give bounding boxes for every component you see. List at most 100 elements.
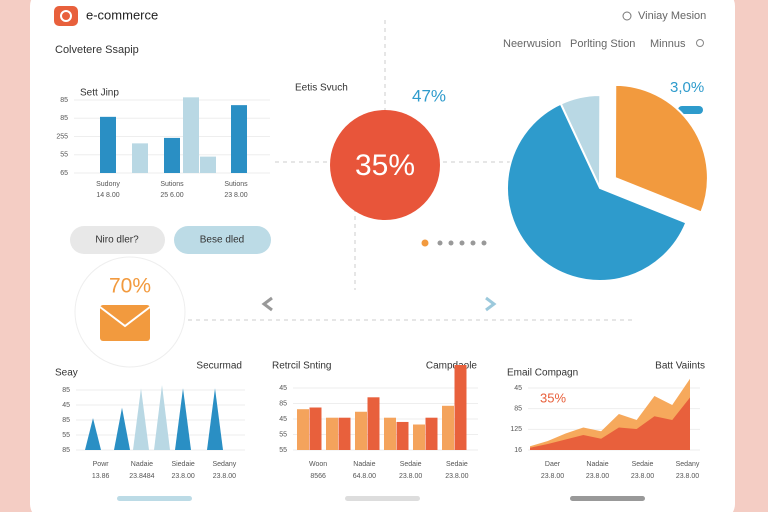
panel-title: Retrcil Snting bbox=[272, 361, 331, 372]
x-label: Siedaie bbox=[171, 461, 194, 468]
bar bbox=[425, 417, 438, 450]
y-tick-label: 85 bbox=[62, 447, 70, 454]
pie-label: 3,0% bbox=[670, 79, 704, 96]
x-sublabel: 23.8.00 bbox=[541, 473, 564, 480]
x-sublabel: 23.8.00 bbox=[676, 473, 699, 480]
bar bbox=[367, 397, 380, 450]
annotation: 35% bbox=[540, 390, 566, 405]
x-label: Sedaie bbox=[446, 461, 468, 468]
y-tick-label: 55 bbox=[279, 431, 287, 438]
panel-subtitle: Securmad bbox=[196, 361, 242, 372]
logo-ring bbox=[60, 10, 72, 22]
bar bbox=[164, 137, 180, 173]
nav-item[interactable]: Porlting Stion bbox=[570, 38, 635, 50]
bar bbox=[413, 424, 425, 450]
panel-title: Seay bbox=[55, 368, 78, 379]
dot bbox=[459, 240, 465, 246]
envelope bbox=[100, 305, 150, 341]
y-tick-label: 255 bbox=[56, 133, 68, 140]
scrollbar[interactable] bbox=[345, 496, 420, 501]
kpi-circle bbox=[330, 110, 440, 220]
y-tick-label: 65 bbox=[60, 170, 68, 177]
dot bbox=[481, 240, 487, 246]
arrow-left[interactable] bbox=[261, 296, 273, 312]
group-label: Sutions bbox=[160, 181, 184, 188]
x-sublabel: 23.8.00 bbox=[171, 473, 194, 480]
x-sublabel: 23.8.00 bbox=[445, 473, 468, 480]
button-label[interactable]: Niro dler? bbox=[95, 235, 139, 246]
center-label: Eetis Svuch bbox=[295, 83, 348, 94]
user-icon[interactable] bbox=[622, 11, 632, 21]
group-label: Sutions bbox=[224, 181, 248, 188]
arrow-right[interactable] bbox=[485, 296, 497, 312]
y-tick-label: 55 bbox=[279, 447, 287, 454]
x-label: Woon bbox=[309, 461, 327, 468]
y-tick-label: 45 bbox=[62, 402, 70, 409]
x-label: Nadaie bbox=[131, 461, 153, 468]
bar bbox=[132, 143, 148, 173]
scrollbar[interactable] bbox=[117, 496, 192, 501]
bar bbox=[384, 417, 396, 450]
spike bbox=[207, 388, 223, 450]
panel-subtitle: Campdaole bbox=[426, 361, 478, 372]
brand: e-commerce bbox=[86, 7, 158, 22]
x-label: Sedany bbox=[213, 461, 237, 468]
x-sublabel: 23.8484 bbox=[129, 473, 154, 480]
pie-pill bbox=[678, 106, 703, 114]
spike bbox=[175, 388, 191, 450]
envelope-percent: 70% bbox=[109, 275, 151, 298]
x-label: Powr bbox=[93, 461, 110, 468]
panel-subtitle: Batt Vaiints bbox=[655, 361, 705, 372]
y-tick-label: 85 bbox=[62, 387, 70, 394]
nav-item[interactable]: Neerwusion bbox=[503, 38, 561, 50]
y-tick-label: 45 bbox=[514, 385, 522, 392]
group-value: 25 6.00 bbox=[160, 192, 183, 199]
x-label: Sedaie bbox=[400, 461, 422, 468]
user-name[interactable]: Viniay Mesion bbox=[638, 10, 706, 22]
x-sublabel: 8566 bbox=[310, 473, 326, 480]
pie-slice bbox=[613, 83, 709, 214]
y-tick-label: 85 bbox=[514, 406, 522, 413]
dot bbox=[448, 240, 454, 246]
button-label[interactable]: Bese dled bbox=[200, 235, 244, 246]
bar bbox=[396, 421, 409, 450]
x-label: Nadaie bbox=[586, 461, 608, 468]
x-sublabel: 64.8.00 bbox=[353, 473, 376, 480]
y-tick-label: 16 bbox=[514, 447, 522, 454]
group-value: 14 8.00 bbox=[96, 192, 119, 199]
nav-item[interactable]: Minnus bbox=[650, 38, 686, 50]
y-tick-label: 85 bbox=[60, 115, 68, 122]
dot bbox=[470, 240, 476, 246]
y-tick-label: 45 bbox=[279, 385, 287, 392]
bar bbox=[183, 97, 199, 173]
x-sublabel: 23.8.00 bbox=[399, 473, 422, 480]
spike bbox=[85, 418, 101, 450]
bar bbox=[297, 409, 309, 450]
envelope-flap bbox=[99, 306, 151, 328]
button[interactable] bbox=[70, 226, 165, 254]
area bbox=[530, 397, 690, 450]
logo[interactable] bbox=[54, 6, 78, 26]
dot bbox=[421, 239, 429, 247]
bar bbox=[100, 116, 116, 173]
dot bbox=[437, 240, 443, 246]
panel-title: Email Compagn bbox=[507, 368, 578, 379]
x-label: Sedaie bbox=[632, 461, 654, 468]
x-sublabel: 23.8.00 bbox=[213, 473, 236, 480]
spike bbox=[114, 407, 130, 450]
kpi-percent: 35% bbox=[355, 149, 415, 182]
search-icon[interactable] bbox=[696, 39, 704, 47]
x-label: Daer bbox=[545, 461, 561, 468]
bar bbox=[454, 365, 467, 450]
pie-slice bbox=[506, 102, 688, 282]
y-tick-label: 85 bbox=[62, 417, 70, 424]
section-title: Colvetere Ssapip bbox=[55, 44, 139, 56]
y-tick-label: 85 bbox=[60, 97, 68, 104]
x-label: Nadaie bbox=[353, 461, 375, 468]
button[interactable] bbox=[174, 226, 271, 254]
x-sublabel: 13.86 bbox=[92, 473, 110, 480]
bar bbox=[355, 411, 367, 450]
scrollbar[interactable] bbox=[570, 496, 645, 501]
